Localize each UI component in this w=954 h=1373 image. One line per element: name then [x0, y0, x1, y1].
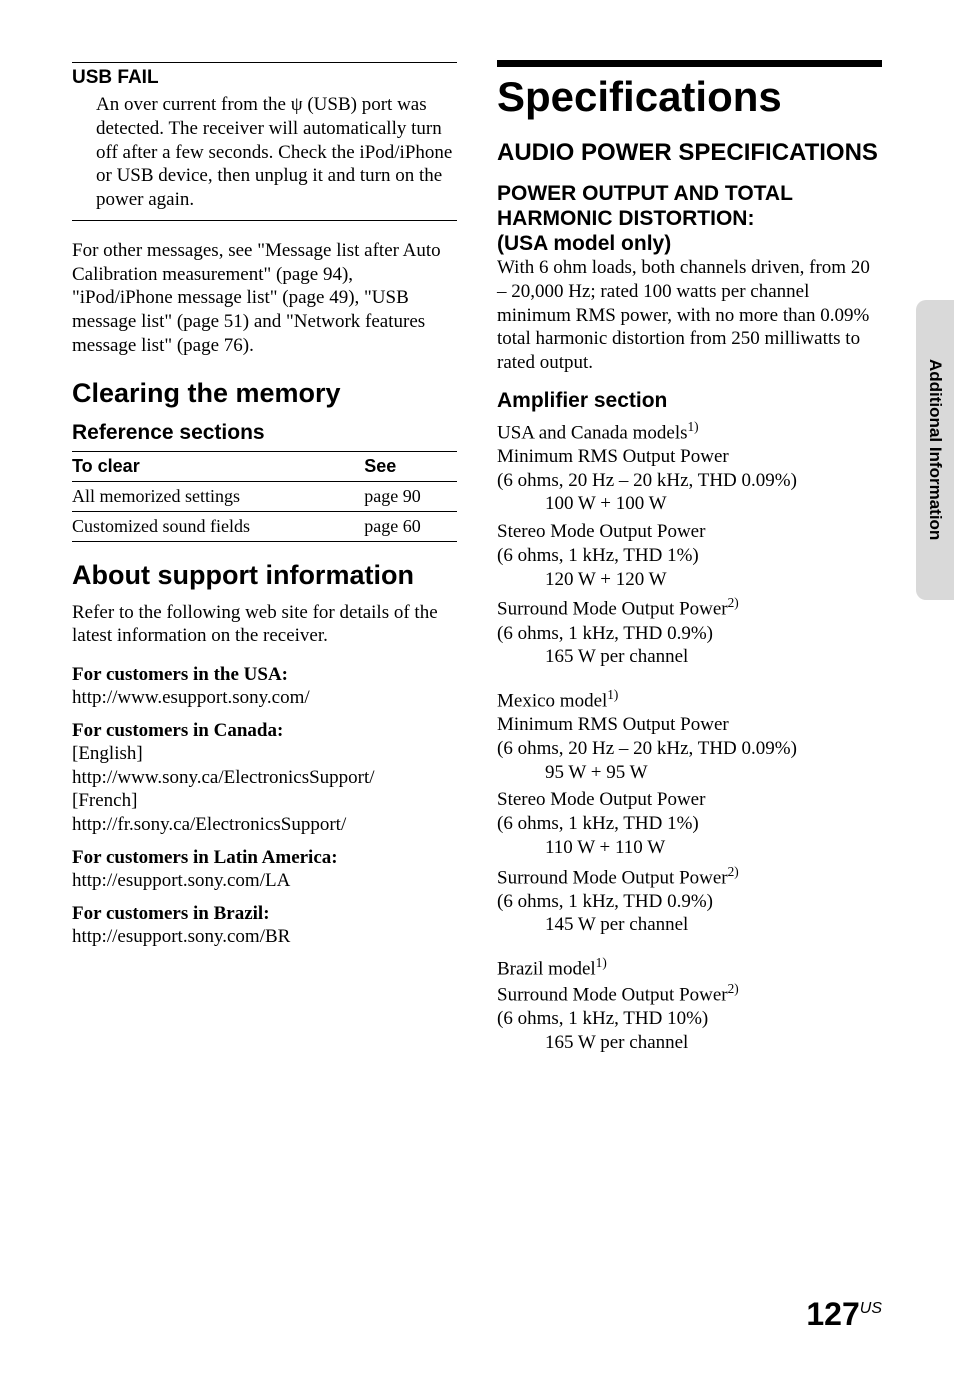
- spec-value: 100 W + 100 W: [497, 492, 882, 516]
- spec-label: Surround Mode Output Power2): [497, 981, 882, 1007]
- text: An over current from the: [96, 94, 291, 115]
- usb-fail-heading: USB FAIL: [72, 67, 457, 89]
- spec-params: (6 ohms, 1 kHz, THD 1%): [497, 544, 882, 568]
- model-label: Brazil model1): [497, 955, 882, 981]
- footnote-ref: 2): [728, 595, 739, 610]
- spec-label: Stereo Mode Output Power: [497, 520, 882, 544]
- table-cell: page 90: [364, 481, 457, 511]
- text: Surround Mode Output Power: [497, 599, 728, 620]
- label: For customers in Canada:: [72, 720, 457, 742]
- lang-label: [French]: [72, 789, 457, 813]
- spec-params: (6 ohms, 1 kHz, THD 0.9%): [497, 890, 882, 914]
- spec-params: (6 ohms, 20 Hz – 20 kHz, THD 0.09%): [497, 469, 882, 493]
- spec-label: Surround Mode Output Power2): [497, 595, 882, 621]
- spec-label: Surround Mode Output Power2): [497, 864, 882, 890]
- about-support-body: Refer to the following web site for deta…: [72, 601, 457, 649]
- support-brazil: For customers in Brazil: http://esupport…: [72, 903, 457, 949]
- power-output-heading-2: (USA model only): [497, 231, 882, 256]
- support-latin-america: For customers in Latin America: http://e…: [72, 847, 457, 893]
- url: http://esupport.sony.com/BR: [72, 925, 457, 949]
- text: USA and Canada models: [497, 422, 688, 443]
- label: For customers in Brazil:: [72, 903, 457, 925]
- lang-label: [English]: [72, 742, 457, 766]
- left-column: USB FAIL An over current from the ψ (USB…: [72, 60, 457, 1055]
- footnote-ref: 2): [728, 981, 739, 996]
- url: http://fr.sony.ca/ElectronicsSupport/: [72, 813, 457, 837]
- about-support-heading: About support information: [72, 560, 457, 591]
- table-cell: Customized sound fields: [72, 511, 364, 541]
- spec-value: 165 W per channel: [497, 645, 882, 669]
- other-messages: For other messages, see "Message list af…: [72, 239, 457, 358]
- spec-value: 165 W per channel: [497, 1031, 882, 1055]
- usb-fail-body: An over current from the ψ (USB) port wa…: [72, 93, 457, 212]
- power-output-heading-1: POWER OUTPUT AND TOTAL HARMONIC DISTORTI…: [497, 181, 882, 231]
- audio-power-heading: AUDIO POWER SPECIFICATIONS: [497, 139, 882, 167]
- footnote-ref: 2): [728, 864, 739, 879]
- label: For customers in the USA:: [72, 664, 457, 686]
- text: Surround Mode Output Power: [497, 985, 728, 1006]
- page-number: 127US: [806, 1296, 882, 1333]
- support-canada: For customers in Canada: [English] http:…: [72, 720, 457, 837]
- table-cell: All memorized settings: [72, 481, 364, 511]
- text: Brazil model: [497, 959, 596, 980]
- spec-params: (6 ohms, 1 kHz, THD 0.9%): [497, 622, 882, 646]
- table-row: Customized sound fields page 60: [72, 511, 457, 541]
- usb-icon: ψ: [291, 94, 303, 115]
- amplifier-section-heading: Amplifier section: [497, 389, 882, 413]
- spec-value: 110 W + 110 W: [497, 836, 882, 860]
- url: http://www.sony.ca/ElectronicsSupport/: [72, 766, 457, 790]
- spec-value: 120 W + 120 W: [497, 568, 882, 592]
- specifications-title: Specifications: [497, 73, 882, 121]
- spec-value: 95 W + 95 W: [497, 761, 882, 785]
- spec-value: 145 W per channel: [497, 913, 882, 937]
- table-cell: page 60: [364, 511, 457, 541]
- reference-sections-heading: Reference sections: [72, 421, 457, 445]
- model-label: USA and Canada models1): [497, 419, 882, 445]
- text: Surround Mode Output Power: [497, 867, 728, 888]
- divider: [72, 220, 457, 221]
- footnote-ref: 1): [607, 687, 618, 702]
- spec-label: Stereo Mode Output Power: [497, 788, 882, 812]
- label: For customers in Latin America:: [72, 847, 457, 869]
- table-header: To clear: [72, 451, 364, 481]
- spec-params: (6 ohms, 1 kHz, THD 1%): [497, 812, 882, 836]
- page-number-value: 127: [806, 1296, 859, 1332]
- spec-params: (6 ohms, 1 kHz, THD 10%): [497, 1007, 882, 1031]
- spec-label: Minimum RMS Output Power: [497, 713, 882, 737]
- title-bar: [497, 60, 882, 67]
- table-header-row: To clear See: [72, 451, 457, 481]
- power-output-body: With 6 ohm loads, both channels driven, …: [497, 256, 882, 375]
- page-number-suffix: US: [860, 1300, 882, 1317]
- text: Mexico model: [497, 690, 607, 711]
- reference-table: To clear See All memorized settings page…: [72, 451, 457, 542]
- support-usa: For customers in the USA: http://www.esu…: [72, 664, 457, 710]
- divider: [72, 62, 457, 63]
- url: http://esupport.sony.com/LA: [72, 869, 457, 893]
- clearing-memory-heading: Clearing the memory: [72, 378, 457, 409]
- spec-params: (6 ohms, 20 Hz – 20 kHz, THD 0.09%): [497, 737, 882, 761]
- table-header: See: [364, 451, 457, 481]
- side-tab-label: Additional Information: [925, 359, 945, 540]
- spec-label: Minimum RMS Output Power: [497, 445, 882, 469]
- model-label: Mexico model1): [497, 687, 882, 713]
- footnote-ref: 1): [688, 419, 699, 434]
- footnote-ref: 1): [596, 955, 607, 970]
- side-tab: Additional Information: [916, 300, 954, 600]
- right-column: Specifications AUDIO POWER SPECIFICATION…: [497, 60, 882, 1055]
- table-row: All memorized settings page 90: [72, 481, 457, 511]
- url: http://www.esupport.sony.com/: [72, 686, 457, 710]
